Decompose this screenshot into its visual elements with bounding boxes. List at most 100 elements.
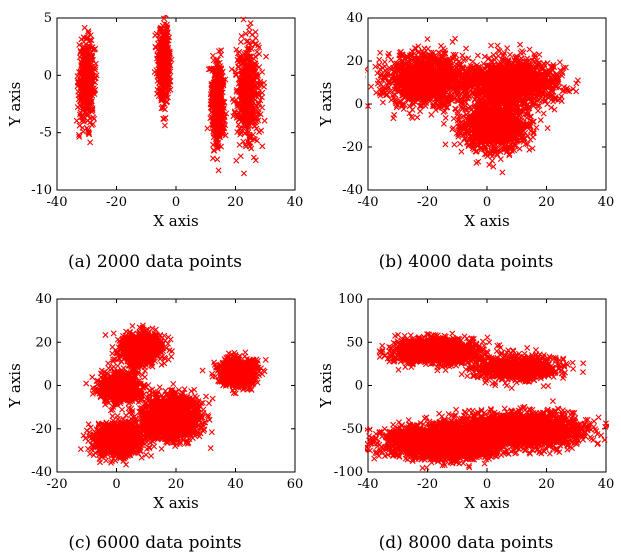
data-point — [87, 73, 94, 80]
data-point — [212, 110, 219, 117]
data-point — [401, 101, 408, 108]
data-point — [162, 25, 169, 32]
data-point — [222, 132, 229, 139]
data-point — [498, 56, 505, 63]
data-point — [84, 49, 91, 56]
data-point — [534, 70, 541, 77]
data-point — [157, 26, 164, 33]
data-point — [411, 55, 418, 62]
data-point — [380, 74, 387, 81]
data-point — [505, 57, 512, 63]
data-point — [542, 80, 549, 87]
data-point — [212, 72, 219, 79]
subplot-b: -40 -20 0 20 40 -40 -20 0 20 40 X axis Y axis (b) 4… — [311, 0, 621, 279]
data-point — [481, 53, 488, 60]
x-tick-label: 40 — [287, 195, 304, 210]
data-point — [459, 64, 466, 71]
data-point — [374, 70, 381, 77]
data-point — [573, 80, 580, 87]
data-point — [517, 41, 524, 48]
data-point — [217, 86, 224, 93]
data-point — [235, 121, 242, 128]
data-point — [574, 77, 581, 84]
data-point — [399, 102, 406, 109]
y-tick-label: -20 — [342, 140, 363, 155]
data-point — [365, 66, 369, 73]
data-point — [238, 60, 245, 67]
data-point — [80, 70, 86, 77]
data-point — [157, 44, 164, 51]
data-point — [525, 67, 532, 74]
data-point — [458, 71, 465, 78]
data-point — [216, 126, 223, 133]
data-point — [440, 80, 446, 87]
data-point — [524, 72, 531, 79]
data-point — [230, 113, 237, 120]
data-point — [259, 104, 266, 111]
data-point — [392, 98, 399, 105]
data-point — [245, 84, 252, 91]
data-point — [209, 52, 216, 59]
data-point — [503, 63, 510, 69]
data-point — [241, 112, 248, 119]
data-point — [84, 80, 91, 87]
data-point — [217, 51, 224, 58]
data-point — [557, 67, 564, 74]
data-point — [410, 101, 417, 108]
data-point — [492, 76, 499, 83]
data-point — [237, 153, 244, 160]
data-point — [80, 62, 87, 69]
data-point — [160, 84, 167, 91]
data-point — [381, 58, 388, 65]
data-point — [215, 108, 222, 115]
data-point — [427, 64, 433, 71]
data-point — [526, 46, 533, 53]
data-point — [390, 115, 397, 122]
data-point — [425, 45, 432, 52]
data-point — [240, 138, 247, 145]
data-point — [406, 70, 413, 77]
data-point — [447, 68, 454, 75]
data-point — [501, 49, 508, 56]
data-point — [204, 125, 211, 132]
data-point — [441, 73, 448, 80]
data-point — [483, 70, 490, 77]
data-point — [520, 49, 527, 56]
data-point — [82, 66, 89, 73]
data-point — [88, 37, 95, 44]
data-point — [440, 120, 447, 127]
y-tick-label: 20 — [346, 54, 363, 69]
data-point — [434, 82, 441, 89]
data-point — [527, 67, 534, 74]
data-point — [410, 83, 417, 90]
data-point — [231, 108, 238, 115]
data-point — [535, 107, 542, 114]
data-point — [212, 73, 219, 80]
data-point — [430, 69, 437, 76]
data-point — [162, 15, 169, 18]
data-point — [92, 60, 99, 67]
data-point — [79, 104, 86, 111]
data-point — [402, 85, 409, 92]
data-point — [252, 105, 259, 112]
data-point — [250, 154, 257, 161]
data-point — [249, 31, 256, 38]
data-point — [558, 93, 565, 100]
data-point — [159, 63, 166, 70]
data-point — [382, 85, 389, 92]
data-point — [551, 96, 558, 103]
data-point — [416, 103, 423, 110]
data-point — [160, 105, 167, 112]
data-point — [215, 103, 222, 110]
data-point — [365, 71, 366, 78]
data-point — [454, 83, 461, 90]
data-point — [506, 73, 513, 80]
data-point — [233, 157, 240, 164]
data-point — [389, 73, 396, 80]
data-point — [246, 72, 253, 78]
data-point — [244, 74, 251, 81]
data-point — [242, 141, 249, 148]
data-point — [533, 124, 540, 131]
data-point — [93, 72, 100, 79]
